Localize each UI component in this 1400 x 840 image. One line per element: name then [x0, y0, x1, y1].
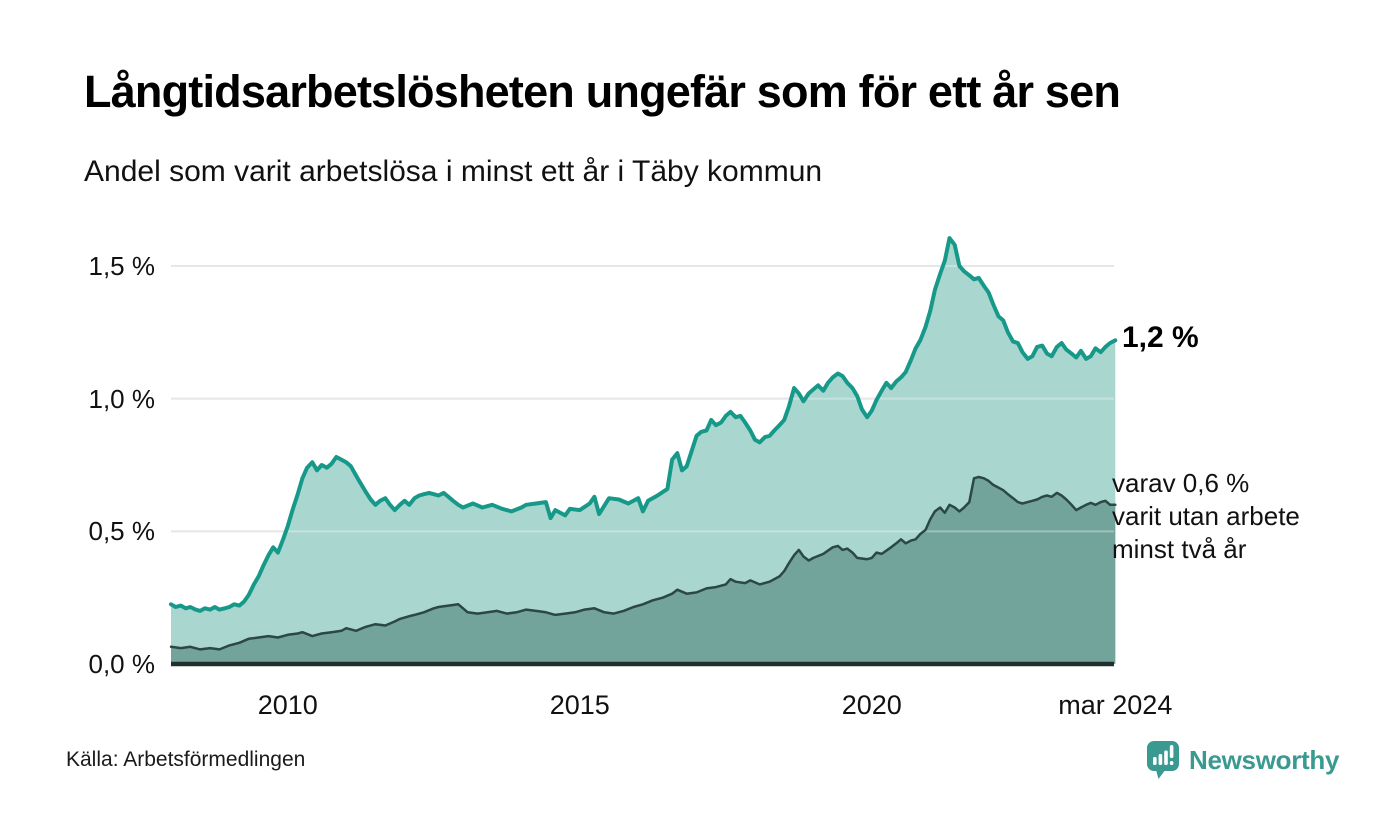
x-axis-tick-label: 2020 — [841, 690, 902, 720]
y-axis-tick-label: 0,5 % — [88, 516, 156, 547]
newsworthy-logo: Newsworthy — [1146, 740, 1339, 780]
x-axis-tick-label: 2010 — [257, 690, 318, 720]
y-axis-tick-label: 1,5 % — [88, 251, 156, 281]
newsworthy-logo-text: Newsworthy — [1189, 744, 1340, 775]
y-axis-tick-label: 0,0 % — [88, 649, 156, 679]
newsworthy-logo-icon — [1147, 741, 1179, 779]
source-note: Källa: Arbetsförmedlingen — [66, 748, 306, 771]
x-axis-tick-label: 2015 — [549, 690, 610, 720]
end-value-annotation: 1,2 % — [1122, 321, 1199, 354]
series-two-years-line — [169, 475, 1117, 651]
secondary-annotation: varav 0,6 % varit utan arbete minst två … — [1112, 468, 1300, 564]
page-subtitle: Andel som varit arbetslösa i minst ett å… — [84, 155, 823, 188]
series-total-line — [169, 236, 1118, 613]
page-title: Långtidsarbetslösheten ungefär som för e… — [84, 66, 1121, 117]
x-axis-tick-label: mar 2024 — [1058, 690, 1173, 720]
y-axis-tick-label: 1,0 % — [88, 383, 156, 414]
